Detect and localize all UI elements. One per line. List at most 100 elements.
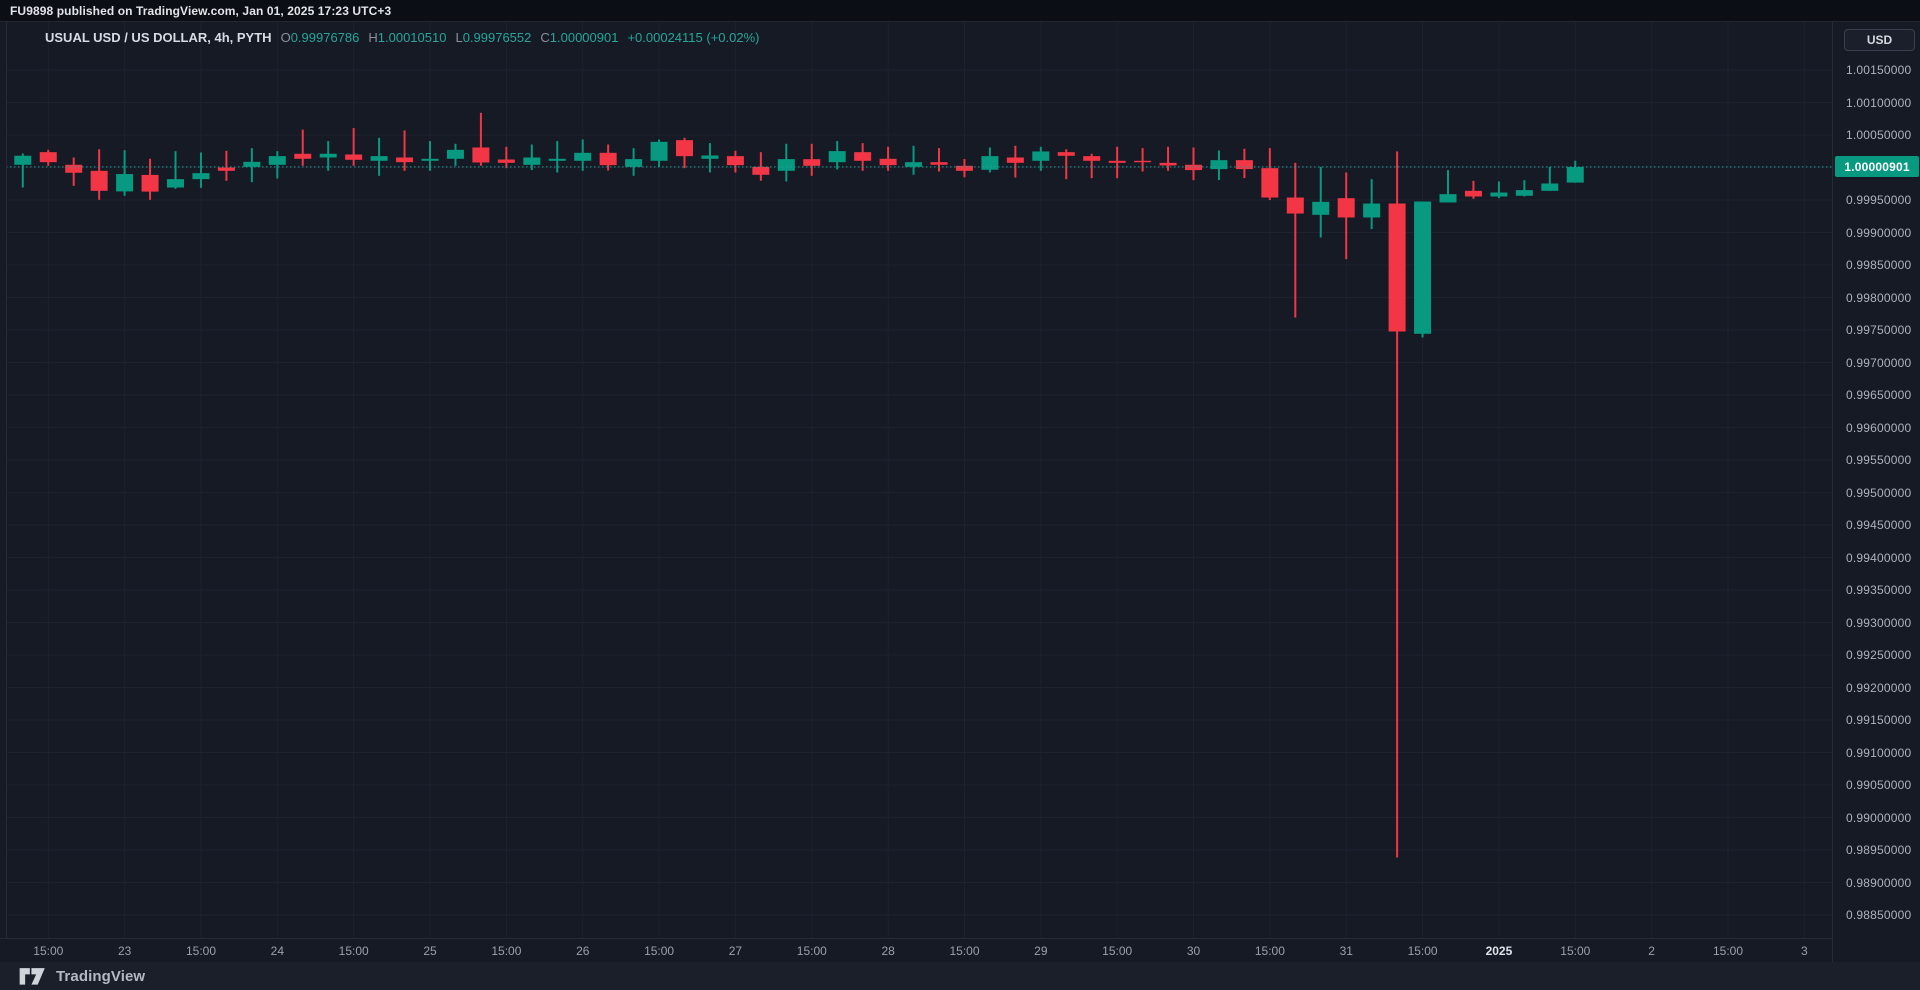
candle[interactable] [268, 156, 286, 165]
candle[interactable] [523, 157, 541, 165]
candle[interactable] [828, 151, 846, 163]
candle[interactable] [1286, 197, 1304, 214]
candle-wick [479, 112, 482, 166]
candle[interactable] [446, 149, 464, 159]
time-axis[interactable]: 15:00 23 15:00 24 15:00 25 15:00 26 15:00 27 15:00… [0, 938, 1832, 962]
candle[interactable] [599, 152, 617, 166]
price-tick-label: 0.99900000 [1846, 225, 1912, 240]
candle[interactable] [1363, 203, 1381, 218]
footer-bar: TradingView [0, 962, 1920, 990]
candle[interactable] [930, 162, 948, 165]
candle[interactable] [777, 159, 795, 171]
candle[interactable] [1439, 194, 1457, 203]
candle[interactable] [1134, 160, 1152, 163]
candlestick-chart[interactable] [0, 22, 1832, 938]
candle[interactable] [472, 147, 490, 163]
legend-low: L 0.99976552 [455, 29, 532, 45]
price-tick-label: 0.99800000 [1846, 290, 1912, 305]
candle[interactable] [370, 156, 388, 161]
candle[interactable] [1185, 164, 1202, 171]
pane-left-border [6, 22, 7, 962]
candle[interactable] [294, 153, 312, 159]
candle[interactable] [167, 179, 184, 188]
candle[interactable] [701, 155, 719, 159]
price-axis[interactable]: USD 1.00150000 1.00100000 1.00050000 0.9995… [1832, 22, 1920, 962]
candle[interactable] [116, 174, 134, 192]
candle[interactable] [141, 174, 159, 192]
price-tick-label: 0.99500000 [1846, 485, 1912, 500]
candle[interactable] [650, 141, 668, 161]
candle[interactable] [905, 162, 923, 167]
time-tick-label: 31 [1339, 944, 1353, 958]
time-tick-label: 2 [1648, 944, 1655, 958]
candle[interactable] [243, 161, 261, 167]
time-tick-label: 23 [117, 944, 132, 958]
candle[interactable] [625, 159, 643, 167]
candle[interactable] [803, 159, 821, 166]
candle[interactable] [1057, 152, 1075, 156]
candle[interactable] [319, 153, 337, 158]
candle[interactable] [14, 155, 32, 165]
candle-wick [21, 153, 24, 188]
candle[interactable] [65, 164, 83, 173]
currency-usd-button[interactable]: USD [1844, 29, 1915, 51]
candle[interactable] [90, 170, 108, 191]
candle[interactable] [1312, 201, 1330, 215]
candle[interactable] [1490, 192, 1508, 197]
candle[interactable] [345, 154, 363, 160]
candle[interactable] [1261, 168, 1279, 198]
time-tick-label: 2025 [1485, 944, 1513, 958]
symbol-title[interactable]: USUAL USD / US DOLLAR, 4h, PYTH [45, 29, 272, 45]
candle[interactable] [981, 156, 999, 170]
candle[interactable] [726, 156, 744, 166]
candle[interactable] [1032, 151, 1050, 161]
candle[interactable] [1414, 201, 1432, 334]
candle-wick [1167, 146, 1170, 171]
candle-wick [759, 152, 762, 181]
chart-pane[interactable]: USUAL USD / US DOLLAR, 4h, PYTH O 0.99976… [0, 22, 1832, 938]
candle[interactable] [854, 152, 872, 161]
time-tick-label: 3 [1801, 944, 1808, 958]
candle-wick [1523, 180, 1526, 197]
candle[interactable] [1235, 160, 1253, 170]
candle[interactable] [396, 157, 414, 163]
attribution-bar: FU9898 published on TradingView.com, Jan… [0, 0, 1920, 22]
candle[interactable] [1159, 162, 1177, 166]
candle-wick [1447, 170, 1449, 203]
tradingview-logo-icon[interactable] [18, 965, 48, 987]
time-tick-label: 15:00 [796, 944, 827, 958]
candle[interactable] [879, 158, 897, 166]
price-tick-label: 0.99450000 [1846, 518, 1912, 532]
price-tick-label: 1.00100000 [1846, 95, 1912, 110]
candle[interactable] [1388, 203, 1406, 332]
candle[interactable] [1337, 198, 1355, 218]
candle[interactable] [676, 140, 693, 157]
candle[interactable] [752, 166, 770, 175]
price-tick-label: 0.99400000 [1846, 550, 1912, 565]
price-tick-label: 1.00150000 [1846, 63, 1912, 77]
candle[interactable] [497, 159, 515, 163]
candle[interactable] [1210, 160, 1228, 170]
candle[interactable] [955, 165, 973, 171]
candle[interactable] [39, 152, 57, 163]
candle[interactable] [217, 167, 235, 171]
candle[interactable] [1541, 183, 1559, 191]
candle[interactable] [1083, 156, 1101, 161]
candle-wick [174, 151, 177, 189]
candle-wick [352, 128, 355, 166]
candle[interactable] [1006, 157, 1024, 163]
time-tick-label: 28 [881, 944, 895, 958]
price-tick-label: 0.99000000 [1846, 810, 1912, 825]
tradingview-brand[interactable]: TradingView [56, 967, 146, 985]
candle[interactable] [548, 158, 566, 161]
price-tick-label: 0.99300000 [1846, 615, 1912, 630]
candle[interactable] [1464, 190, 1482, 197]
candle[interactable] [1108, 160, 1126, 163]
time-tick-label: 30 [1186, 944, 1201, 958]
candle[interactable] [1515, 190, 1533, 196]
candle[interactable] [574, 152, 592, 161]
candle[interactable] [192, 173, 210, 180]
candle[interactable] [421, 158, 439, 161]
candle[interactable] [1566, 166, 1584, 183]
time-tick-label: 27 [728, 944, 743, 958]
